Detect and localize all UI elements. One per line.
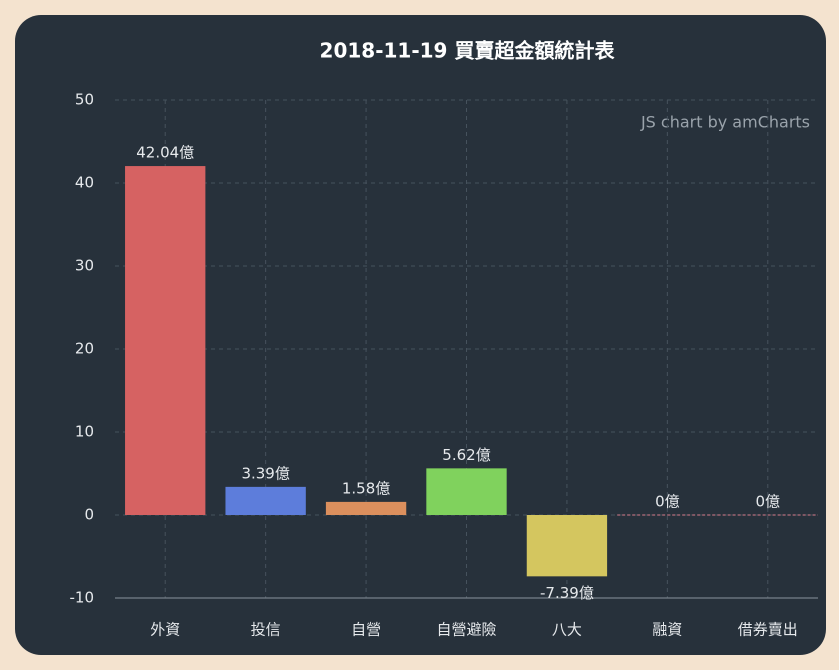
x-tick-label: 自營避險 <box>436 621 496 639</box>
value-label: 42.04億 <box>136 144 194 162</box>
y-tick-label: -10 <box>70 589 95 607</box>
value-label: 1.58億 <box>342 479 390 497</box>
y-tick-label: 10 <box>75 423 94 441</box>
bar <box>125 166 206 515</box>
x-tick-label: 自營 <box>351 621 381 639</box>
value-label: 0億 <box>655 493 680 511</box>
y-tick-label: 40 <box>75 174 94 192</box>
x-tick-label: 外資 <box>150 621 180 639</box>
value-label: -7.39億 <box>540 584 594 602</box>
bar <box>426 468 507 515</box>
y-tick-label: 50 <box>75 91 94 109</box>
card <box>15 15 826 655</box>
chart-title: 2018-11-19 買賣超金額統計表 <box>320 39 616 63</box>
credit: JS chart by amCharts <box>640 113 810 132</box>
value-label: 0億 <box>756 493 781 511</box>
value-label: 3.39億 <box>241 464 289 482</box>
bar <box>526 515 608 577</box>
x-tick-label: 八大 <box>552 621 582 639</box>
x-tick-label: 融資 <box>652 621 682 639</box>
bar <box>325 501 407 515</box>
bar <box>225 486 306 515</box>
y-tick-label: 30 <box>75 257 94 275</box>
value-label: 5.62億 <box>442 446 490 464</box>
y-tick-label: 0 <box>84 506 94 524</box>
x-tick-label: 投信 <box>251 621 281 639</box>
y-tick-label: 20 <box>75 340 94 358</box>
x-tick-label: 借券賣出 <box>738 621 798 639</box>
